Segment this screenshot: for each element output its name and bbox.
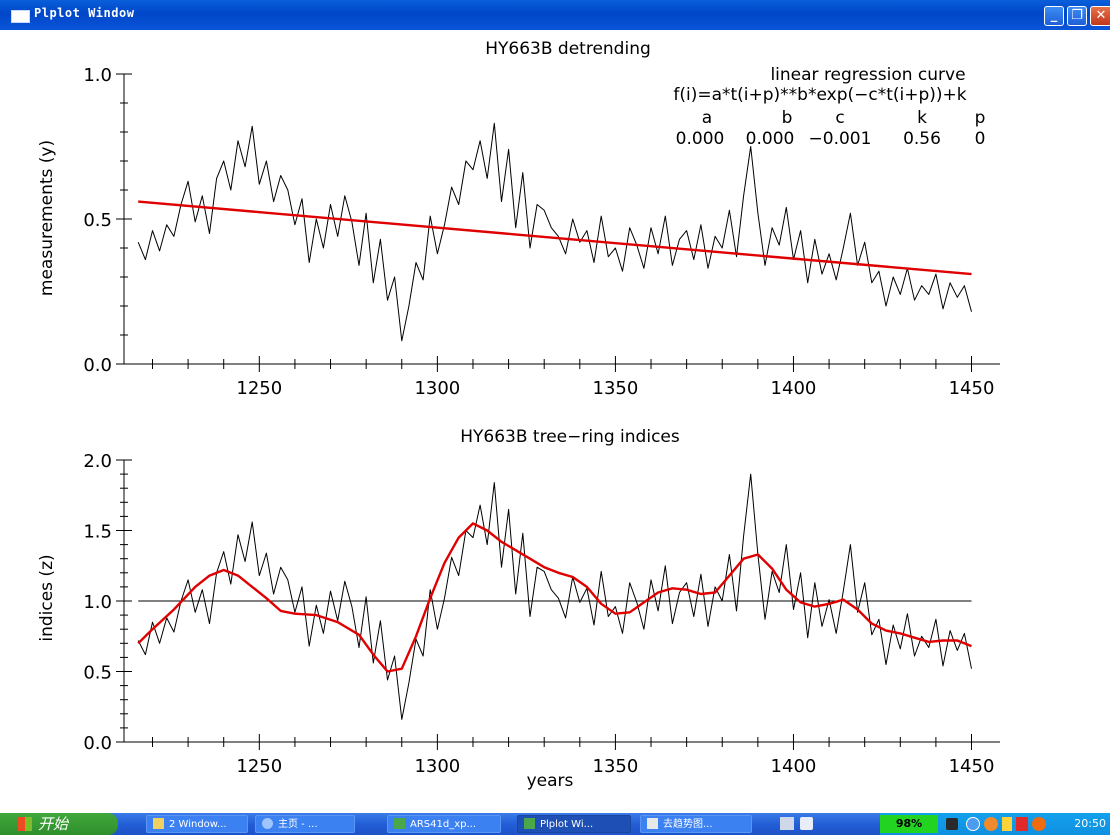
- y-axis-label: measurements (y): [37, 140, 57, 296]
- y-tick-label: 0.5: [83, 663, 112, 684]
- battery-indicator[interactable]: 98%: [880, 815, 938, 833]
- minimize-button[interactable]: _: [1044, 6, 1064, 26]
- param-header-c: c: [835, 108, 844, 128]
- x-tick-label: 1300: [414, 756, 460, 777]
- clock: 20:50: [1074, 817, 1106, 830]
- task-label: 去趋势图...: [663, 819, 713, 830]
- keyboard-icon[interactable]: [780, 817, 794, 830]
- y-tick-label: 1.5: [83, 522, 112, 543]
- update-icon[interactable]: [1032, 817, 1046, 831]
- title-bar[interactable]: Plplot Window _ ❐ ✕: [0, 0, 1110, 30]
- y-tick-label: 0.0: [83, 733, 112, 754]
- regression-label: linear regression curve: [770, 65, 965, 85]
- x-tick-label: 1400: [771, 756, 817, 777]
- task-label: Plplot Wi...: [540, 819, 594, 830]
- y-tick-label: 2.0: [83, 451, 112, 472]
- x-tick-label: 1350: [593, 378, 639, 399]
- x-axis-label: years: [527, 771, 574, 791]
- fit-series-line: [138, 200, 972, 276]
- window-icon: [11, 10, 30, 23]
- document-icon: [647, 818, 658, 829]
- measurement-series-line: [137, 122, 972, 342]
- param-header-p: p: [975, 108, 986, 128]
- start-label: 开始: [38, 815, 69, 833]
- plot-canvas: HY663B detrending linear regression curv…: [37, 39, 1000, 791]
- param-value-c: −0.001: [809, 129, 872, 149]
- y-tick-label: 0.0: [83, 355, 112, 376]
- chart-title: HY663B detrending: [485, 39, 651, 59]
- task-label: 2 Window...: [169, 819, 227, 830]
- windows-logo-icon: [18, 817, 32, 831]
- maximize-button[interactable]: ❐: [1067, 6, 1087, 26]
- window-title: Plplot Window: [34, 6, 135, 20]
- start-button[interactable]: 开始: [0, 813, 118, 835]
- y-tick-label: 1.0: [83, 65, 112, 86]
- y-axis-label: indices (z): [37, 554, 57, 641]
- security-icon[interactable]: [1016, 817, 1028, 831]
- param-value-p: 0: [975, 129, 986, 149]
- chart-marks: 0.0 0.5 1.0 1.5 2.0 1250 1300 1350 1400 1450: [83, 451, 1000, 777]
- messenger-icon[interactable]: [984, 817, 998, 831]
- power-icon[interactable]: [946, 818, 958, 830]
- taskbar-item-plplot[interactable]: Plplot Wi...: [517, 815, 631, 833]
- x-tick-label: 1350: [593, 756, 639, 777]
- x-tick-label: 1450: [949, 378, 995, 399]
- x-tick-label: 1300: [414, 378, 460, 399]
- regression-formula: f(i)=a*t(i+p)**b*exp(−c*t(i+p))+k: [673, 85, 966, 105]
- detrending-chart: HY663B detrending linear regression curv…: [37, 39, 1000, 399]
- x-tick-label: 1400: [771, 378, 817, 399]
- chart-marks: 0.0 0.5 1.0 1250 1300 1350 1400 1450: [83, 65, 1000, 399]
- param-header-k: k: [917, 108, 927, 128]
- y-tick-label: 1.0: [83, 592, 112, 613]
- network-icon[interactable]: [966, 817, 980, 831]
- fit-series-line: [137, 522, 972, 673]
- taskbar-item-ars41d[interactable]: ARS41d_xp...: [387, 815, 501, 833]
- measurement-series-line: [137, 473, 972, 720]
- help-icon[interactable]: [800, 817, 813, 830]
- browser-icon: [262, 818, 273, 829]
- x-tick-label: 1250: [236, 756, 282, 777]
- taskbar-item-browser[interactable]: 主页 - ...: [255, 815, 355, 833]
- taskbar-item-windows[interactable]: 2 Window...: [146, 815, 248, 833]
- param-value-b: 0.000: [746, 129, 795, 149]
- param-header-b: b: [782, 108, 793, 128]
- y-tick-label: 0.5: [83, 210, 112, 231]
- param-value-k: 0.56: [903, 129, 941, 149]
- taskbar: 开始 2 Window... 主页 - ... ARS41d_xp... Plp…: [0, 813, 1110, 835]
- app-icon: [394, 818, 405, 829]
- folder-icon: [153, 818, 164, 829]
- system-tray: 98% 20:50: [880, 813, 1110, 835]
- app-icon: [524, 818, 535, 829]
- param-value-a: 0.000: [676, 129, 725, 149]
- wireless-icon[interactable]: [1002, 817, 1012, 831]
- task-label: 主页 - ...: [278, 819, 318, 830]
- param-header-a: a: [702, 108, 712, 128]
- task-label: ARS41d_xp...: [410, 819, 477, 830]
- x-tick-label: 1450: [949, 756, 995, 777]
- x-tick-label: 1250: [236, 378, 282, 399]
- taskbar-item-detrend[interactable]: 去趋势图...: [640, 815, 752, 833]
- close-button[interactable]: ✕: [1090, 6, 1110, 26]
- indices-chart: HY663B tree−ring indices indices (z) yea…: [37, 427, 1000, 791]
- chart-title: HY663B tree−ring indices: [460, 427, 680, 447]
